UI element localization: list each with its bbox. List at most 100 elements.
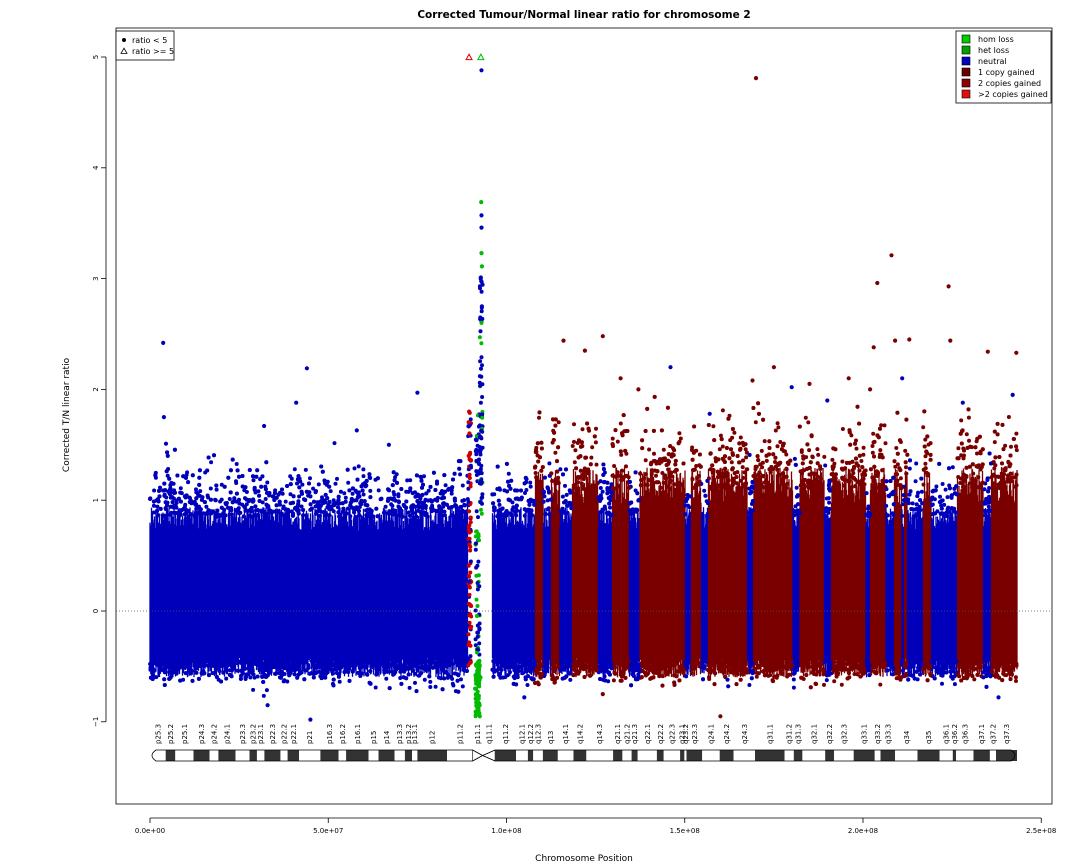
outlier-point: [824, 678, 829, 683]
outlier-point: [452, 671, 457, 676]
outlier-point: [740, 482, 745, 487]
outlier-point: [751, 474, 756, 478]
outlier-point: [462, 498, 467, 503]
outlier-point: [982, 487, 987, 492]
outlier-point: [1011, 437, 1016, 441]
outlier-point: [276, 492, 281, 497]
outlier-point: [582, 675, 587, 679]
outlier-point: [352, 466, 357, 471]
outlier-point: [260, 500, 265, 505]
outlier-point: [878, 452, 882, 457]
outlier-point: [715, 475, 720, 480]
outlier-point: [295, 481, 299, 486]
outlier-point: [751, 508, 756, 513]
outlier-point: [666, 467, 671, 472]
outlier-point: [992, 440, 997, 445]
outlier-point: [384, 676, 389, 681]
point-cloud-layer: [149, 467, 1018, 678]
outlier-point: [939, 499, 944, 504]
outlier-point: [235, 668, 240, 673]
outlier-point: [854, 446, 859, 451]
outlier-point: [661, 447, 666, 452]
outlier-point: [406, 510, 411, 515]
outlier-point: [541, 499, 546, 504]
outlier-point: [573, 448, 578, 453]
outlier-point: [422, 677, 427, 682]
outlier-point: [1006, 415, 1011, 419]
outlier-point: [755, 477, 760, 482]
outlier-point: [806, 420, 811, 425]
outlier-point: [408, 513, 412, 518]
outlier-point: [675, 483, 680, 488]
data-points-layer: [148, 53, 1019, 722]
outlier-point: [308, 476, 312, 481]
outlier-point: [336, 510, 341, 515]
outlier-point: [919, 489, 924, 494]
outlier-point: [303, 467, 308, 472]
outlier-point: [849, 433, 854, 438]
outlier-point: [830, 457, 835, 462]
outlier-point: [323, 492, 328, 497]
outlier-point: [780, 481, 785, 486]
outlier-point: [697, 474, 701, 478]
outlier-point: [251, 687, 256, 692]
outlier-point: [301, 513, 306, 518]
outlier-point: [449, 491, 454, 496]
outlier-point: [753, 420, 758, 425]
outlier-point: [446, 672, 450, 677]
outlier-point: [376, 488, 381, 493]
outlier-point: [364, 672, 369, 677]
outlier-point: [206, 495, 211, 500]
outlier-point: [283, 499, 288, 504]
outlier-point: [333, 481, 338, 486]
outlier-point: [182, 504, 187, 509]
outlier-point: [306, 666, 311, 670]
outlier-point: [689, 671, 694, 676]
outlier-point: [647, 447, 652, 452]
outlier-point: [606, 679, 611, 684]
outlier-point: [316, 482, 321, 487]
outlier-point: [840, 427, 845, 431]
outlier-point: [961, 484, 966, 489]
outlier-point: [991, 664, 996, 669]
outlier-point: [711, 424, 716, 429]
outlier-point: [613, 665, 617, 670]
outlier-point: [743, 447, 748, 452]
outlier-point: [910, 501, 915, 506]
outlier-point: [975, 451, 979, 456]
outlier-point: [238, 668, 243, 673]
outlier-point: [187, 495, 192, 500]
outlier-point: [441, 504, 446, 509]
outlier-point: [718, 433, 723, 438]
outlier-point: [807, 448, 812, 453]
outlier-point: [202, 500, 207, 505]
outlier-point: [405, 478, 410, 483]
outlier-point: [514, 659, 519, 664]
outlier-point: [900, 513, 905, 518]
outlier-point: [439, 676, 443, 681]
outlier-point: [154, 675, 159, 680]
outlier-point: [251, 478, 256, 483]
outlier-point: [398, 669, 403, 674]
outlier-point: [565, 510, 570, 515]
outlier-point: [816, 479, 820, 484]
outlier-point: [907, 466, 912, 471]
outlier-point: [151, 510, 156, 515]
outlier-point: [626, 659, 631, 664]
outlier-point: [593, 440, 598, 445]
outlier-point: [219, 482, 224, 487]
outlier-point: [222, 659, 227, 664]
outlier-point: [423, 504, 428, 508]
outlier-point: [785, 481, 790, 486]
outlier-point: [707, 677, 712, 681]
outlier-point: [186, 664, 191, 669]
outlier-point: [773, 428, 778, 433]
outlier-point: [1013, 675, 1018, 680]
outlier-point: [171, 481, 176, 486]
outlier-point: [237, 474, 241, 479]
outlier-point: [192, 514, 197, 518]
outlier-point: [594, 462, 599, 467]
outlier-point: [827, 500, 832, 505]
outlier-point: [321, 501, 326, 506]
outlier-point: [598, 486, 603, 490]
